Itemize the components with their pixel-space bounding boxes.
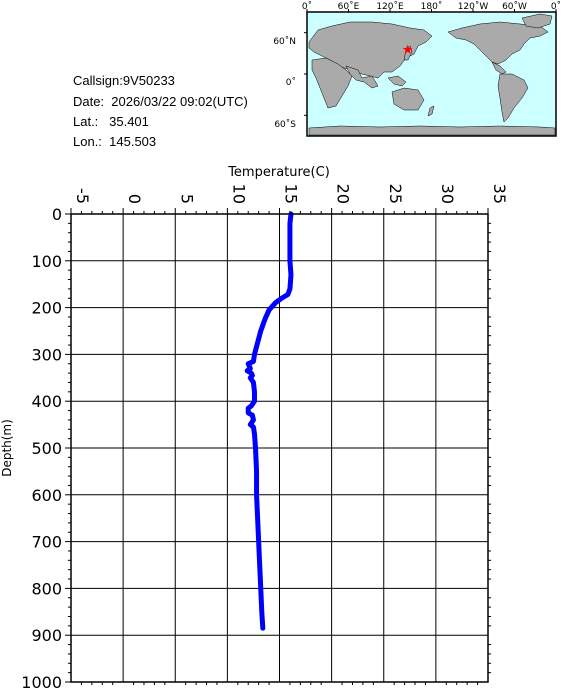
north-america-shape xyxy=(447,21,549,65)
map-lon-label: 0˚ xyxy=(302,1,312,12)
y-tick-label: 700 xyxy=(31,533,62,552)
y-tick-label: 600 xyxy=(31,486,62,505)
x-tick-label: -5 xyxy=(73,188,92,204)
y-tick-label: 300 xyxy=(31,345,62,364)
x-tick-label: 20 xyxy=(334,184,353,204)
map-lon-label: 60˚W xyxy=(502,1,527,12)
map-land xyxy=(308,13,556,136)
x-tick-label: 5 xyxy=(177,194,196,204)
y-tick-label: 1000 xyxy=(21,673,62,690)
greenland-shape xyxy=(521,13,553,29)
x-tick-label: 35 xyxy=(490,184,509,204)
map-lat-label: 0˚ xyxy=(286,77,296,88)
x-tick-label: 10 xyxy=(229,184,248,204)
station-marker xyxy=(402,44,413,54)
map-lat-label: 60˚N xyxy=(273,36,296,47)
y-tick-label: 800 xyxy=(31,579,62,598)
y-tick-label: 200 xyxy=(31,299,62,318)
south-asia-shape xyxy=(345,65,379,89)
y-tick-label: 900 xyxy=(31,626,62,645)
map-lon-label: 60˚E xyxy=(338,1,360,12)
y-axis-title: Depth(m) xyxy=(0,419,14,477)
y-tick-labels: 0 100 200 300 400 500 600 700 800 900 1000 xyxy=(21,205,62,690)
date-label: Date: 2026/03/22 09:02(UTC) xyxy=(73,94,248,109)
y-tick-label: 0 xyxy=(52,205,62,224)
map-lon-label: 120˚W xyxy=(458,1,489,12)
plot-frame xyxy=(70,213,489,683)
x-tick-label: 25 xyxy=(386,184,405,204)
map-latitude-labels: 60˚N 0˚ 60˚S xyxy=(273,36,296,130)
temperature-profile-line xyxy=(244,211,294,631)
longitude-label: Lon.: 145.503 xyxy=(73,134,157,149)
callsign-label: Callsign:9V50233 xyxy=(73,73,175,88)
map-lat-label: 60˚S xyxy=(274,119,296,130)
y-tick-label: 100 xyxy=(31,252,62,271)
south-america-shape xyxy=(497,73,529,123)
x-axis-title: Temperature(C) xyxy=(227,165,330,180)
x-tick-label: 0 xyxy=(125,194,144,204)
africa-shape xyxy=(311,57,353,109)
new-zealand-shape xyxy=(427,105,435,117)
map-lon-label: 0˚ xyxy=(551,1,561,12)
australia-shape xyxy=(391,87,425,111)
series-layer xyxy=(244,211,294,631)
grid xyxy=(65,208,489,683)
x-tick-label: 30 xyxy=(438,184,457,204)
map-frame-ticks xyxy=(304,9,557,116)
y-tick-label: 400 xyxy=(31,392,62,411)
map-lon-label: 120˚E xyxy=(376,1,404,12)
y-tick-label: 500 xyxy=(31,439,62,458)
antarctica-shape xyxy=(308,125,556,136)
x-tick-label: 15 xyxy=(282,184,301,204)
latitude-label: Lat.: 35.401 xyxy=(73,114,149,129)
map-longitude-labels: 0˚ 60˚E 120˚E 180˚ 120˚W 60˚W 0˚ xyxy=(302,1,561,12)
x-tick-labels: -5 0 5 10 15 20 25 30 35 xyxy=(73,184,509,204)
profile-plot: -5 0 5 10 15 20 25 30 35 0 100 200 300 400 500 600 700 8… xyxy=(0,165,509,690)
indonesia-shape xyxy=(387,75,407,87)
map-lon-label: 180˚ xyxy=(421,1,443,12)
world-map: 0˚ 60˚E 120˚E 180˚ 120˚W 60˚W 0˚ 60˚N 0˚… xyxy=(273,1,561,137)
central-america-shape xyxy=(491,61,507,75)
